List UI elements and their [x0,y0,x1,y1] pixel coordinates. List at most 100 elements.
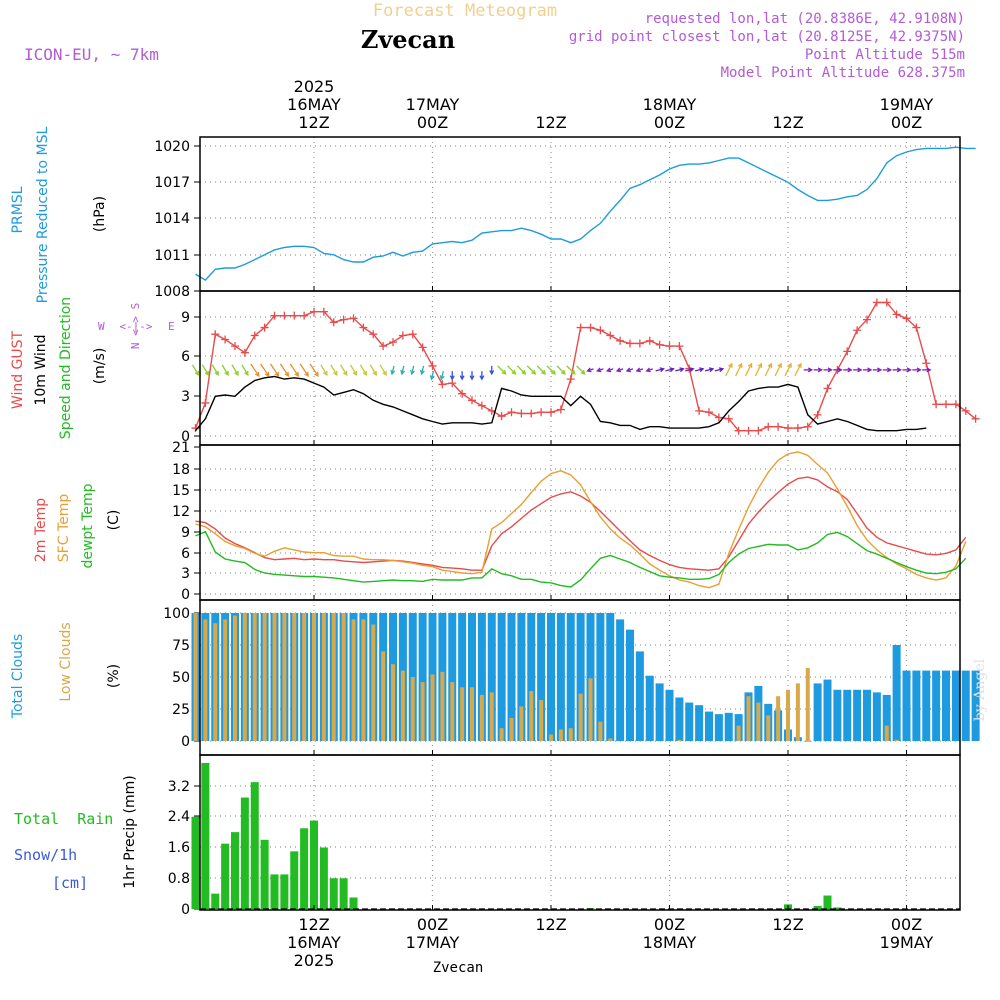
total-cloud-bar [942,670,950,741]
total-cloud-bar [685,702,694,741]
wind-arrow-head [886,367,893,373]
top-time-label: 12Z [772,113,803,132]
wind-arrow [401,365,405,375]
credit-watermark: by Angel [972,658,988,721]
wind-arrow-head [718,367,725,373]
y-tick-label: 50 [172,670,190,686]
y-tick-label: 0.8 [168,871,190,887]
wind-arrow [430,371,435,380]
gust-marker [774,422,783,431]
wind-arrow-head [469,375,475,381]
wind10-label: 10m Wind [33,334,49,405]
wind-arrow-head [352,370,358,377]
wind-arrow-head [767,362,773,368]
low-cloud-bar [193,613,198,741]
total-cloud-bar [586,613,595,741]
gust-marker [517,409,526,418]
wind-arrow [440,371,445,380]
total-cloud-bar [863,689,871,741]
precip-bar [270,874,279,909]
wind-arrow-head [689,367,695,373]
gust-marker [537,408,546,417]
y-tick-label: 1011 [154,248,190,264]
wind-arrow-head [410,369,415,376]
wind-arrow-head [511,369,517,375]
low-cloud-bar [203,619,208,741]
wind-arrow-head [570,369,576,375]
snow-unit: [cm] [52,874,88,892]
total-cloud-bar [507,613,516,741]
total-cloud-bar [418,613,427,741]
low-cloud-bar [430,674,435,741]
gust-marker [922,359,931,368]
wind-arrow-head [400,369,406,376]
gust-marker [507,408,516,417]
total-cloud-bar [843,689,852,741]
gust-marker [487,406,496,415]
dewpt-label: dewpt Temp [80,483,96,568]
total-cloud-bar [872,692,881,741]
precip-bar [310,820,318,909]
wind-arrow [191,364,200,376]
low-cloud-bar [479,694,484,741]
gust-marker [379,342,388,351]
gust-marker [438,380,447,389]
wind-arrow-head [264,371,270,378]
y-tick-label: 3 [181,389,190,405]
wind-arrow-head [906,367,912,373]
low-clouds-label: Low Clouds [58,622,74,701]
wind-arrow [556,365,566,375]
total-cloud-bar [517,613,526,741]
total-cloud-bar [675,697,684,741]
bottom-time-label: 00Z [654,915,685,934]
wind-arrow-head [234,370,239,377]
total-cloud-bar [803,741,812,742]
total-cloud-bar [645,675,654,741]
series-line-wind-gust [194,301,977,432]
gust-marker [389,338,397,347]
gust-marker [270,311,279,320]
gust-marker [369,330,378,339]
gust-marker [606,331,615,340]
y-tick-label: 25 [172,702,190,718]
low-cloud-bar [252,613,257,741]
wind-arrow-head [625,367,632,373]
wind-arrow [784,363,792,377]
bottom-time-label: 2025 [294,951,335,970]
low-cloud-bar [539,700,544,741]
precip-bar [221,843,230,909]
wind-arrow [516,365,526,375]
model-label: ICON-EU, ~ 7km [24,45,159,64]
low-cloud-bar [282,613,287,741]
low-cloud-bar [598,721,603,741]
total-cloud-bar [487,613,496,741]
total-cloud-bar [576,613,585,741]
low-cloud-bar [262,613,267,741]
gust-marker [596,326,605,335]
wind-arrow-head [827,367,833,373]
gust-marker [211,330,220,339]
wind-arrow [685,368,694,372]
low-cloud-bar [223,619,228,741]
y-tick-label: 1008 [154,284,190,300]
wind-arrow-head [596,367,602,373]
low-cloud-bar [400,670,405,741]
total-cloud-bar [626,629,634,741]
low-cloud-bar [272,613,277,741]
wind-unit: (m/s) [92,348,108,385]
total-clouds-label: Total Clouds [10,634,26,719]
wind-dir-label: Speed and Direction [58,297,74,439]
total-cloud-bar [922,670,931,741]
gust-label: Wind GUST [10,330,26,409]
y-tick-label: 9 [181,525,190,541]
gust-marker [398,331,407,340]
precip-bar [823,895,832,909]
precip-bar [231,832,239,909]
bottom-time-label: 19MAY [880,933,934,952]
gust-marker [428,361,437,370]
chart-title: Forecast Meteogram [373,1,557,21]
y-tick-label: 2.4 [168,809,190,825]
wind-arrow-head [877,367,883,373]
total-cloud-bar [951,670,960,741]
